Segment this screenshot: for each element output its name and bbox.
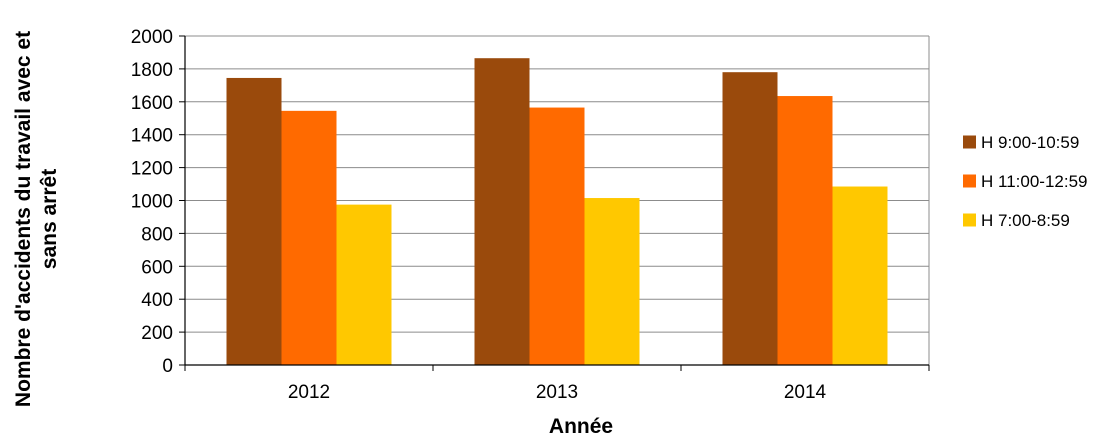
y-axis-title: Nombre d'accidents du travail avec et sa… [12,31,61,407]
bar-2014-series-1 [722,72,778,365]
y-tick-label: 200 [141,323,173,344]
legend-label: H 7:00-8:59 [981,211,1070,230]
y-axis-title-line-2: sans arrêt [38,169,61,269]
bar-2013-series-3 [584,198,640,365]
legend-label: H 9:00-10:59 [981,133,1079,152]
legend-swatch [963,213,976,227]
y-tick-label: 1200 [131,159,173,180]
x-tick-label: 2014 [784,382,827,403]
x-axis-title: Année [549,415,613,437]
y-tick-label: 0 [162,356,173,377]
x-tick-labels: 2012 2013 2014 [288,382,827,403]
y-tick-label: 2000 [131,27,173,48]
axes [179,35,930,371]
x-tick-label: 2013 [536,382,578,403]
legend-label: H 11:00-12:59 [981,172,1087,191]
y-tick-label: 400 [141,290,173,311]
bar-2014-series-2 [777,96,833,365]
y-tick-label: 1400 [131,126,173,147]
y-tick-label: 1800 [131,60,173,81]
legend: H 9:00-10:59 H 11:00-12:59 H 7:00-8:59 [963,133,1087,230]
bar-2013-series-1 [474,58,530,366]
bar-2014-series-3 [832,186,888,365]
y-tick-label: 1600 [131,93,173,114]
bars [226,58,888,366]
y-tick-label: 600 [141,257,173,278]
y-tick-labels: 0 200 400 600 800 1000 1200 1400 1600 1800 2000 [131,27,173,377]
legend-swatch [963,174,976,188]
legend-swatch [963,135,976,149]
x-tick-label: 2012 [288,382,330,403]
bar-2012-series-1 [226,77,282,365]
bar-2012-series-3 [336,204,392,365]
y-tick-label: 800 [141,224,173,245]
y-tick-label: 1000 [131,192,173,213]
bar-2012-series-2 [281,110,337,365]
y-axis-title-line-1: Nombre d'accidents du travail avec et [12,31,35,407]
bar-2013-series-2 [529,107,585,366]
